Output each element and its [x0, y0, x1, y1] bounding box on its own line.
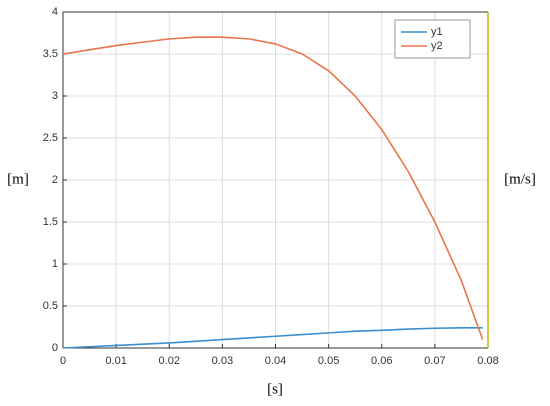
line-series [62, 327, 483, 349]
x-tick-label: 0.06 [371, 355, 392, 367]
y-tick-label: 1 [52, 258, 58, 270]
y-tick-label: 1.5 [43, 216, 58, 228]
y-tick-label: 0 [52, 342, 58, 354]
x-tick-label: 0.03 [212, 355, 233, 367]
y2-axis-label: [m/s] [504, 171, 536, 187]
y-axis-label: [m] [7, 171, 29, 187]
x-tick-label: 0 [60, 355, 66, 367]
x-tick-label: 0.07 [424, 355, 445, 367]
legend-label: y1 [431, 26, 443, 38]
x-tick-label: 0.08 [477, 355, 498, 367]
legend-label: y2 [431, 40, 443, 52]
y-tick-label: 2.5 [43, 132, 58, 144]
y-tick-label: 0.5 [43, 300, 58, 312]
x-tick-label: 0.05 [318, 355, 339, 367]
y-tick-label: 3.5 [43, 48, 58, 60]
y-tick-label: 3 [52, 90, 58, 102]
x-tick-label: 0.04 [265, 355, 286, 367]
legend-box [394, 19, 471, 59]
y-tick-label: 4 [52, 6, 58, 18]
x-axis-label: [s] [267, 381, 283, 397]
y-tick-label: 2 [52, 174, 58, 186]
x-tick-label: 0.01 [105, 355, 126, 367]
line-series [62, 36, 484, 340]
x-tick-label: 0.02 [159, 355, 180, 367]
